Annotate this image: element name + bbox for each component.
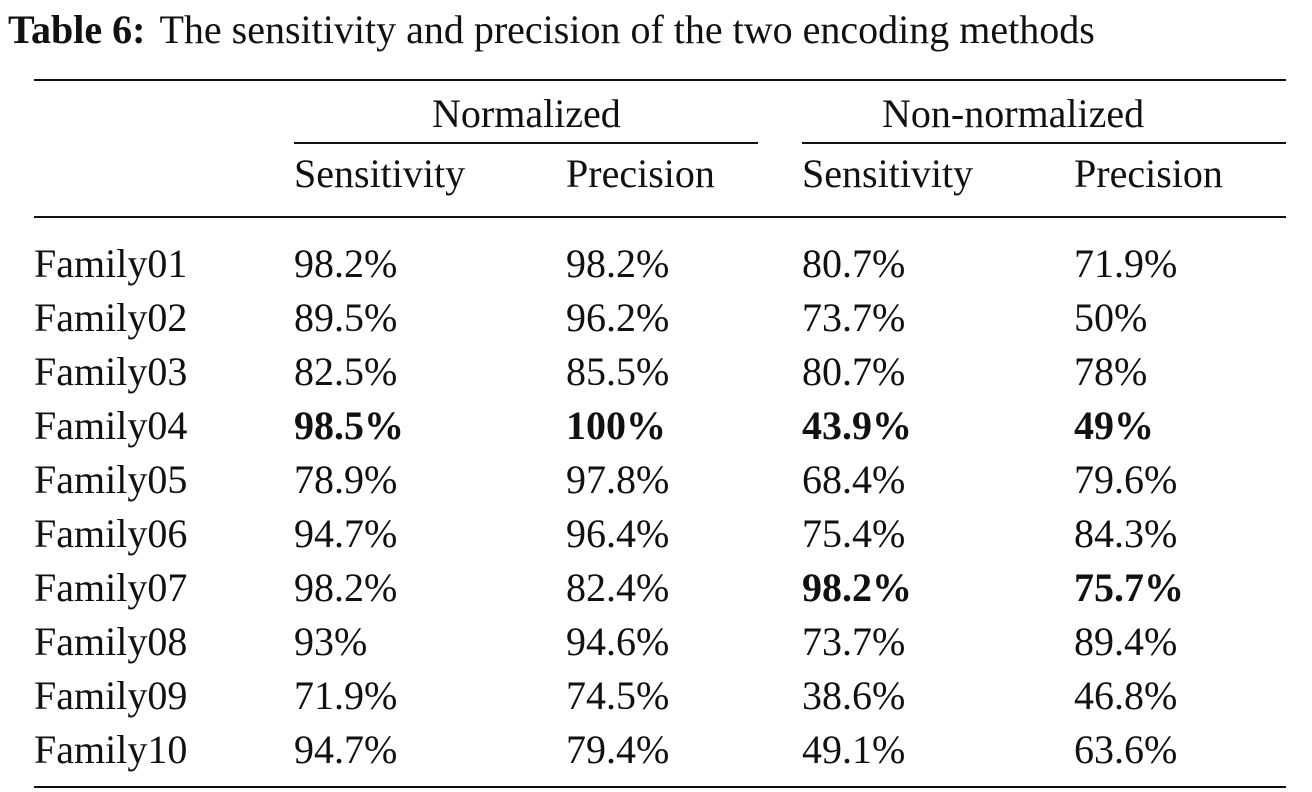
table-cell-sensitivity-non-normalized: 68.4%	[802, 457, 906, 502]
row-label: Family01	[34, 241, 188, 286]
table-cell-sensitivity-normalized: 98.2%	[294, 565, 398, 610]
table-cell-sensitivity-normalized: 82.5%	[294, 349, 398, 394]
table-cell-precision-normalized: 98.2%	[566, 241, 670, 286]
table-cell-precision-normalized: 96.4%	[566, 511, 670, 556]
top-rule	[34, 79, 1286, 81]
row-label: Family08	[34, 619, 188, 664]
table-cell-precision-normalized: 100%	[566, 403, 666, 448]
group-header-normalized: Normalized	[432, 91, 621, 136]
table-cell-sensitivity-normalized: 89.5%	[294, 295, 398, 340]
table-cell-sensitivity-normalized: 98.2%	[294, 241, 398, 286]
header-rule	[34, 216, 1286, 218]
group-header-non-normalized: Non-normalized	[882, 91, 1145, 136]
table-cell-sensitivity-non-normalized: 73.7%	[802, 619, 906, 664]
table-cell-precision-normalized: 94.6%	[566, 619, 670, 664]
table-caption-text: The sensitivity and precision of the two…	[159, 7, 1095, 52]
row-label: Family03	[34, 349, 188, 394]
bottom-rule	[34, 786, 1286, 788]
table-cell-sensitivity-non-normalized: 73.7%	[802, 295, 906, 340]
table-cell-precision-normalized: 79.4%	[566, 727, 670, 772]
group-rule-normalized	[294, 142, 758, 144]
table-cell-sensitivity-non-normalized: 38.6%	[802, 673, 906, 718]
group-rule-non-normalized	[802, 142, 1286, 144]
table-cell-sensitivity-non-normalized: 98.2%	[802, 565, 912, 610]
table-caption-label: Table 6:	[8, 7, 146, 52]
column-header-precision-non-normalized: Precision	[1074, 151, 1223, 196]
row-label: Family06	[34, 511, 188, 556]
table-cell-precision-non-normalized: 63.6%	[1074, 727, 1178, 772]
table-cell-sensitivity-normalized: 98.5%	[294, 403, 404, 448]
table-cell-precision-non-normalized: 89.4%	[1074, 619, 1178, 664]
table-cell-sensitivity-normalized: 93%	[294, 619, 368, 664]
column-header-sensitivity-normalized: Sensitivity	[294, 151, 466, 196]
table-cell-precision-non-normalized: 50%	[1074, 295, 1148, 340]
table-cell-sensitivity-non-normalized: 43.9%	[802, 403, 912, 448]
row-label: Family04	[34, 403, 188, 448]
row-label: Family05	[34, 457, 188, 502]
table-cell-precision-normalized: 82.4%	[566, 565, 670, 610]
table-cell-sensitivity-non-normalized: 75.4%	[802, 511, 906, 556]
table-cell-sensitivity-normalized: 71.9%	[294, 673, 398, 718]
row-label: Family10	[34, 727, 188, 772]
table-cell-precision-non-normalized: 71.9%	[1074, 241, 1178, 286]
row-label: Family07	[34, 565, 188, 610]
table-cell-precision-non-normalized: 46.8%	[1074, 673, 1178, 718]
column-header-precision-normalized: Precision	[566, 151, 715, 196]
table-cell-precision-non-normalized: 75.7%	[1074, 565, 1184, 610]
table-cell-sensitivity-non-normalized: 80.7%	[802, 349, 906, 394]
table-cell-precision-non-normalized: 79.6%	[1074, 457, 1178, 502]
row-label: Family09	[34, 673, 188, 718]
table-cell-precision-normalized: 97.8%	[566, 457, 670, 502]
table-cell-precision-non-normalized: 84.3%	[1074, 511, 1178, 556]
table-cell-sensitivity-normalized: 94.7%	[294, 727, 398, 772]
table-cell-precision-non-normalized: 78%	[1074, 349, 1148, 394]
column-header-sensitivity-non-normalized: Sensitivity	[802, 151, 974, 196]
table-cell-sensitivity-normalized: 94.7%	[294, 511, 398, 556]
table-caption: Table 6: The sensitivity and precision of…	[8, 2, 1308, 58]
table-cell-sensitivity-non-normalized: 49.1%	[802, 727, 906, 772]
row-label: Family02	[34, 295, 188, 340]
table-cell-sensitivity-normalized: 78.9%	[294, 457, 398, 502]
table-cell-precision-normalized: 85.5%	[566, 349, 670, 394]
table-cell-precision-normalized: 74.5%	[566, 673, 670, 718]
table-cell-sensitivity-non-normalized: 80.7%	[802, 241, 906, 286]
table-cell-precision-normalized: 96.2%	[566, 295, 670, 340]
table-cell-precision-non-normalized: 49%	[1074, 403, 1154, 448]
